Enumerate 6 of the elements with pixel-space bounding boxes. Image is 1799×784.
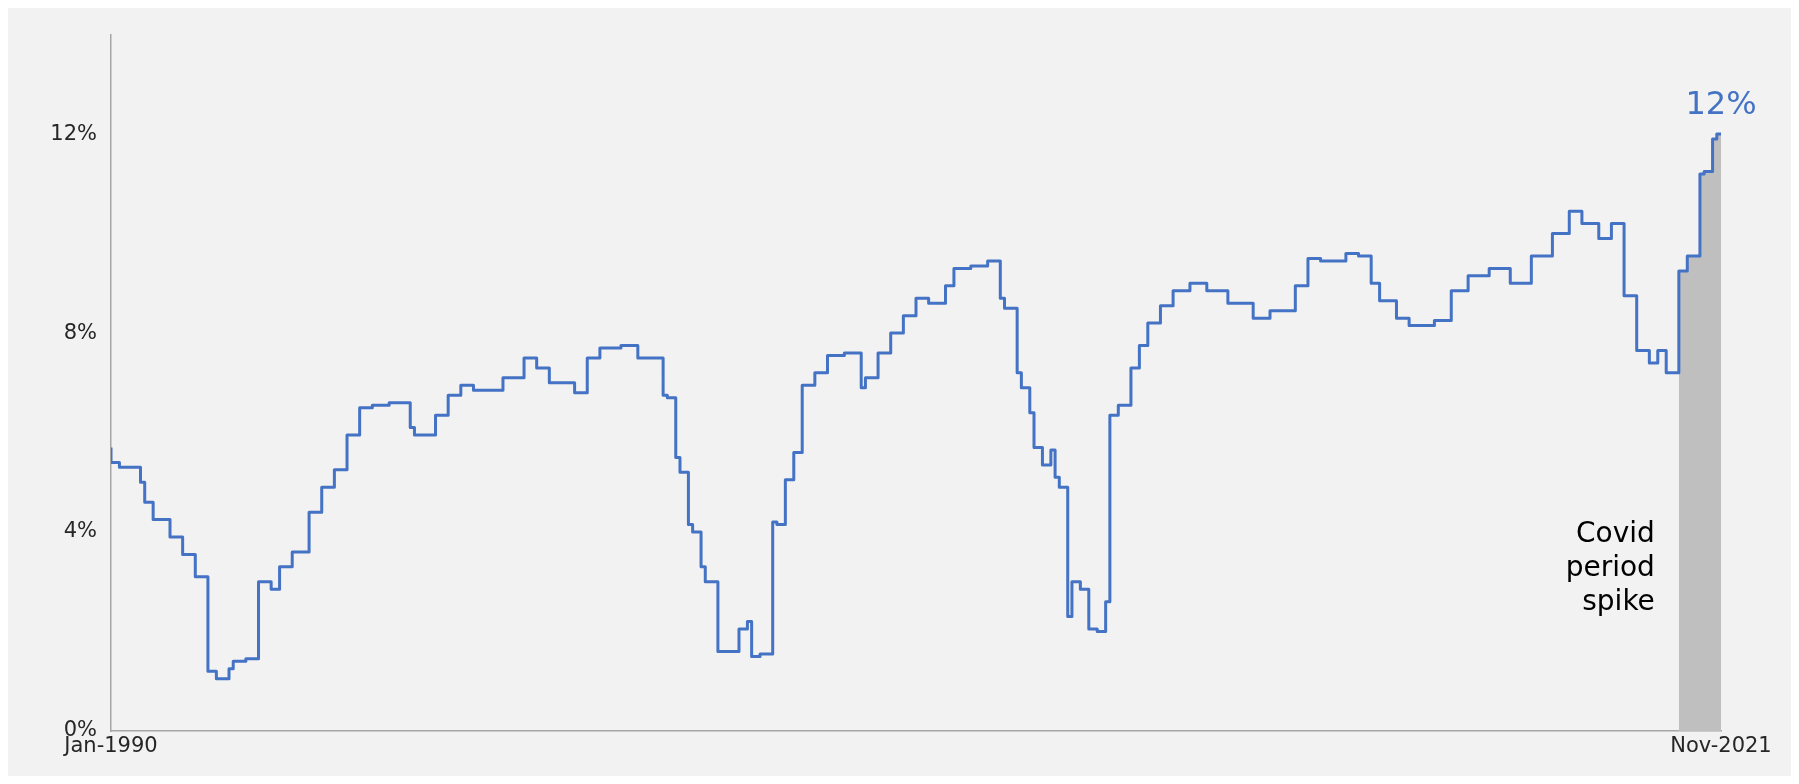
y-tick-label: 12% bbox=[50, 120, 97, 145]
y-tick-label: 4% bbox=[63, 518, 97, 543]
annotation: Covid period spike bbox=[1565, 516, 1655, 618]
x-tick-label: Nov-2021 bbox=[1670, 733, 1772, 758]
y-tick-label: 8% bbox=[63, 319, 97, 344]
annotation: 12% bbox=[1685, 84, 1757, 123]
